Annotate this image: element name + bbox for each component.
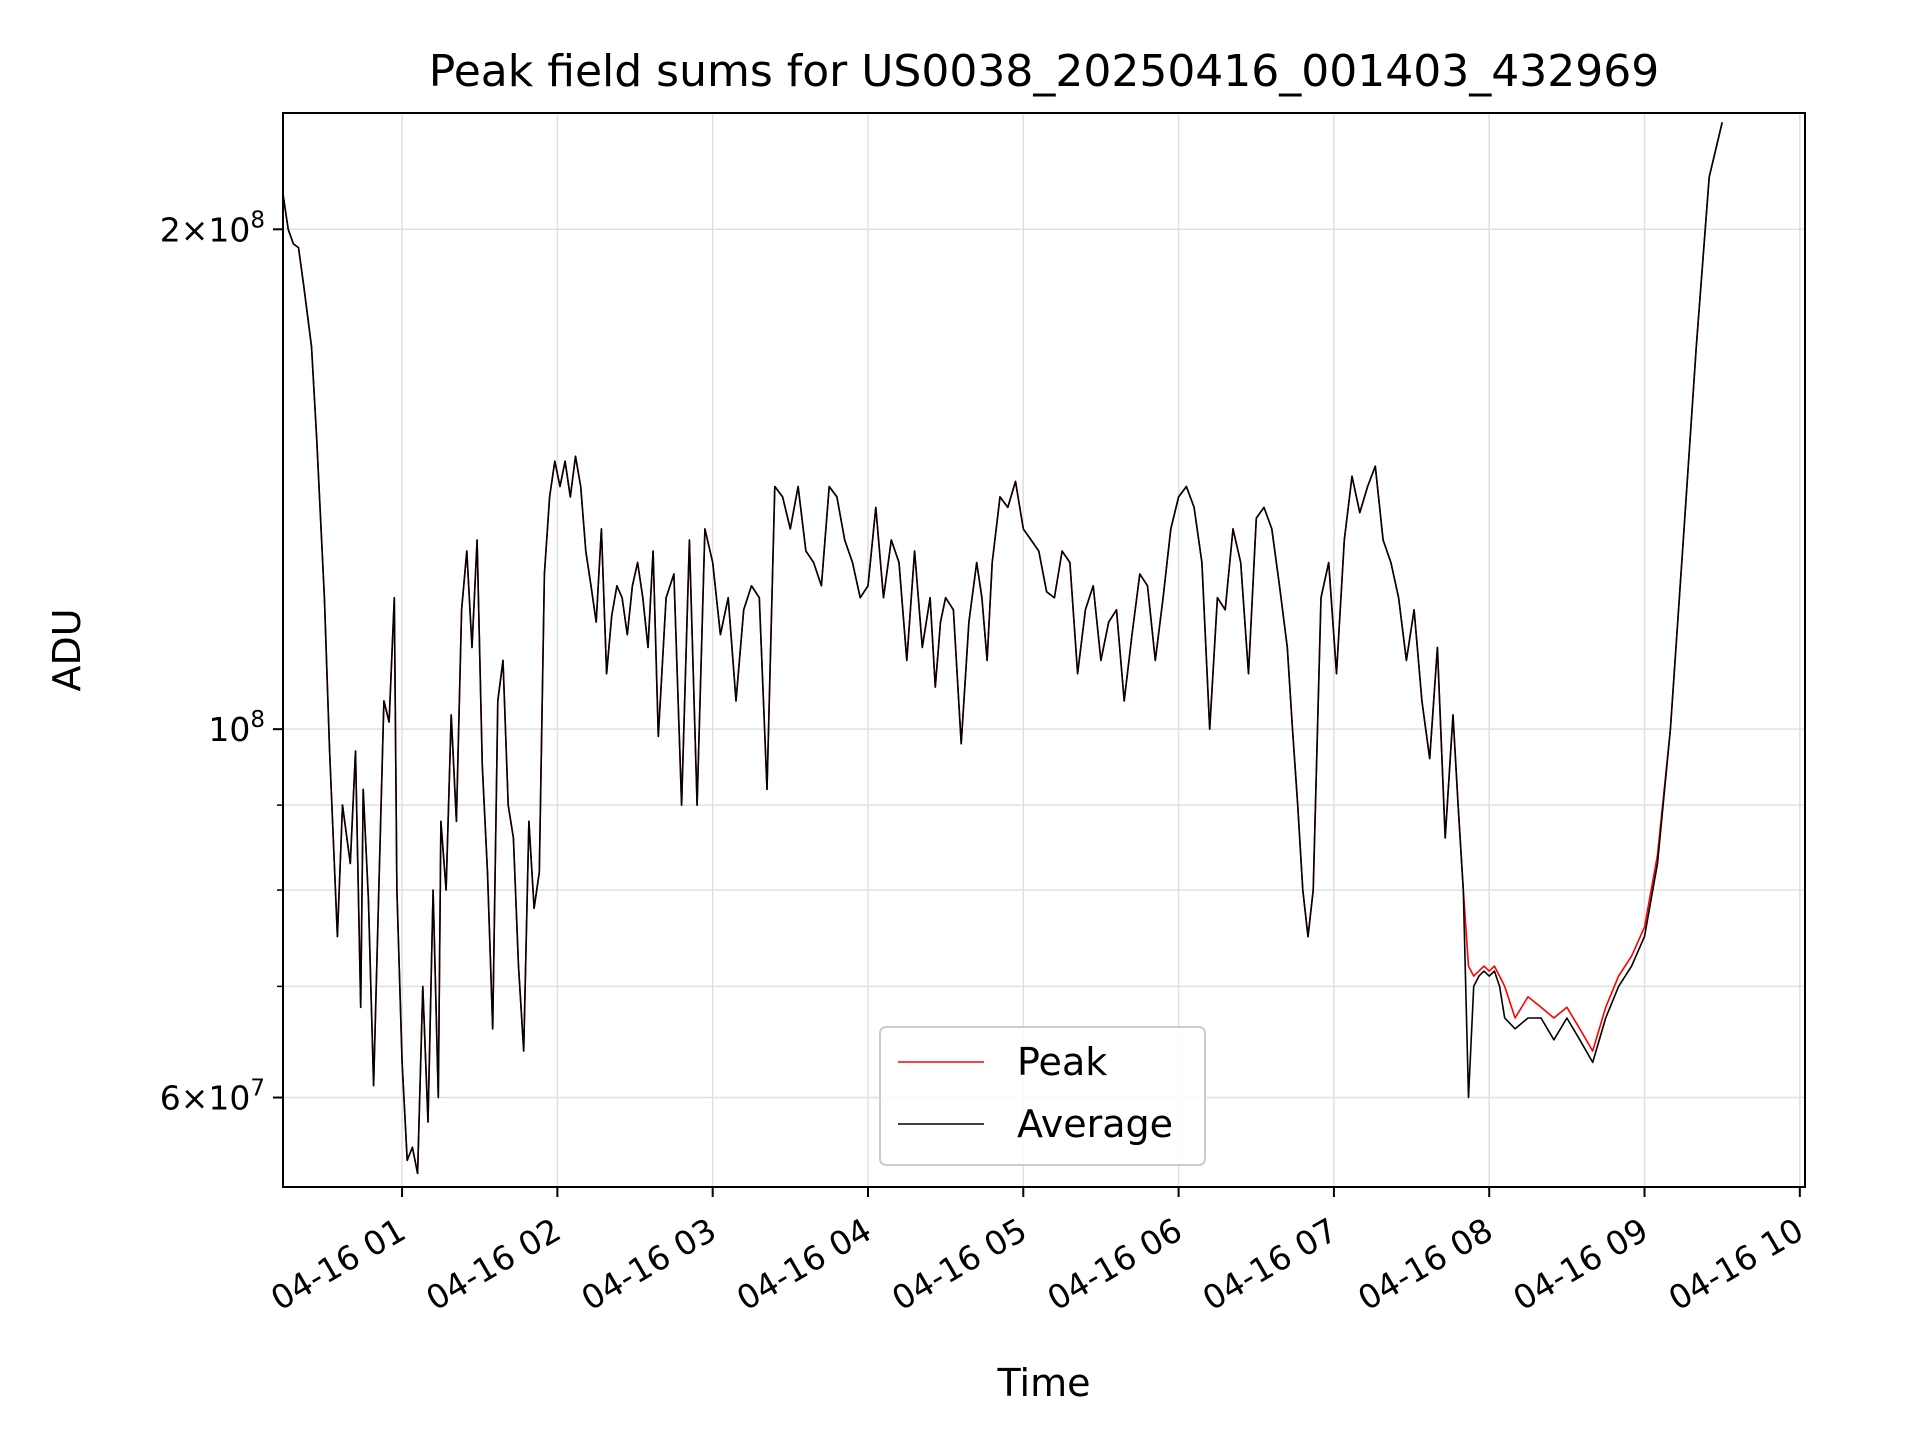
x-axis: 04-16 01 04-16 02 04-16 03 04-16 04 04-16 05… [264,1187,1810,1318]
series-line-peak [282,122,1723,1175]
x-tick-label: 04-16 08 [1351,1210,1499,1318]
x-tick-label: 04-16 05 [885,1210,1033,1318]
x-tick-label: 04-16 03 [575,1210,723,1318]
y-axis: 6×107 108 2×108 [160,207,283,1118]
grid [283,113,1805,1187]
x-tick-label: 04-16 09 [1507,1210,1655,1318]
series-line-average [282,122,1723,1175]
x-tick-label: 04-16 01 [264,1210,412,1318]
x-axis-label: Time [997,1361,1091,1405]
x-tick-label: 04-16 07 [1196,1210,1344,1318]
x-tick-label: 04-16 02 [419,1210,567,1318]
y-tick-label: 108 [208,707,265,749]
y-axis-label: ADU [45,608,89,691]
y-tick-label: 2×108 [160,207,265,249]
x-tick-label: 04-16 06 [1041,1210,1189,1318]
legend: Peak Average [879,1026,1206,1166]
chart-title: Peak field sums for US0038_20250416_0014… [429,46,1659,97]
y-tick-label: 6×107 [160,1076,265,1118]
data-lines [282,122,1723,1175]
x-tick-label: 04-16 04 [730,1210,878,1318]
legend-label-peak: Peak [1017,1040,1107,1084]
x-tick-label: 04-16 10 [1662,1210,1810,1318]
legend-label-average: Average [1017,1102,1173,1146]
plot-frame [282,112,1806,1188]
